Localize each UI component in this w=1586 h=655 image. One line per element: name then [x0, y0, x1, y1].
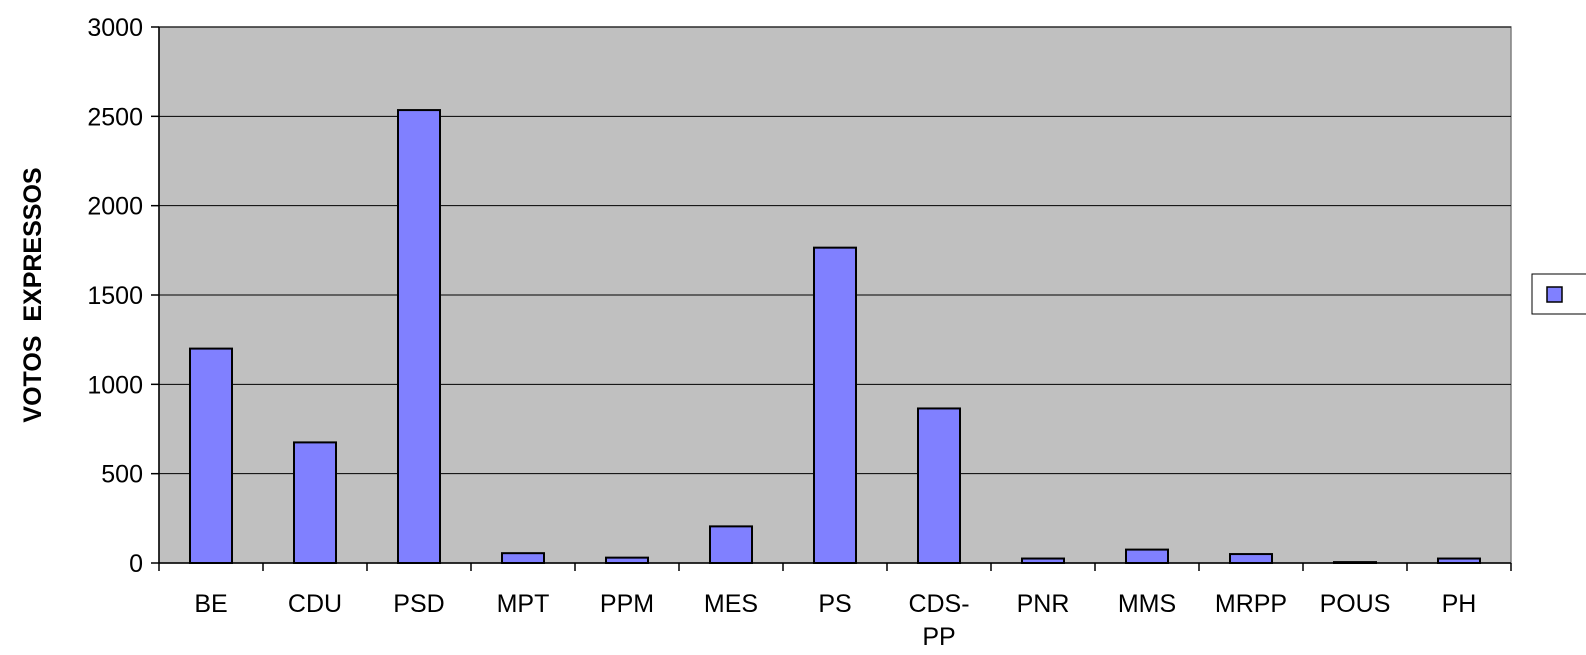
x-tick-label: MPT	[497, 590, 550, 618]
gridlines	[159, 26, 1511, 475]
y-tick-label: 3000	[87, 14, 143, 42]
y-axis-ticks: 0 500 1000 1500 2000 2500 3000	[87, 14, 159, 578]
x-tick-label: MMS	[1118, 590, 1176, 618]
y-tick-label: 500	[101, 461, 143, 489]
x-tick-label: CDU	[288, 590, 342, 618]
x-tick-label: MRPP	[1215, 590, 1287, 618]
x-axis-ticks: BE CDU PSD MPT PPM MES PS CDS- PP PNR MMS MRPP POUS P…	[158, 563, 1512, 651]
x-tick-label: PS	[818, 590, 851, 618]
x-tick-label: PPM	[600, 590, 654, 618]
x-tick-label: PH	[1442, 590, 1477, 618]
x-tick-label: CDS-	[908, 590, 969, 618]
y-tick-label: 1000	[87, 371, 143, 399]
bar-ppm	[605, 556, 649, 565]
bar-be	[189, 347, 233, 564]
x-tick-label: PNR	[1017, 590, 1070, 618]
bars	[189, 109, 1481, 565]
legend	[1531, 273, 1586, 315]
x-tick-label: MES	[704, 590, 758, 618]
y-tick-label: 2500	[87, 103, 143, 131]
bar-psd	[397, 109, 441, 565]
x-tick-label: POUS	[1320, 590, 1391, 618]
bar-cds-pp	[917, 407, 961, 564]
x-tick-label: PP	[922, 623, 955, 651]
bar-mpt	[501, 552, 545, 565]
legend-swatch	[1546, 286, 1563, 303]
x-tick-label: PSD	[393, 590, 444, 618]
y-tick-label: 2000	[87, 193, 143, 221]
y-axis-title: VOTOS EXPRESSOS	[19, 167, 47, 422]
x-tick-label: BE	[194, 590, 227, 618]
y-tick-label: 1500	[87, 282, 143, 310]
bar-ps	[813, 246, 857, 565]
y-tick-label: 0	[129, 550, 143, 578]
bar-mes	[709, 525, 753, 565]
bar-mms	[1125, 548, 1169, 564]
bar-mrpp	[1229, 553, 1273, 564]
bar-cdu	[293, 441, 337, 564]
